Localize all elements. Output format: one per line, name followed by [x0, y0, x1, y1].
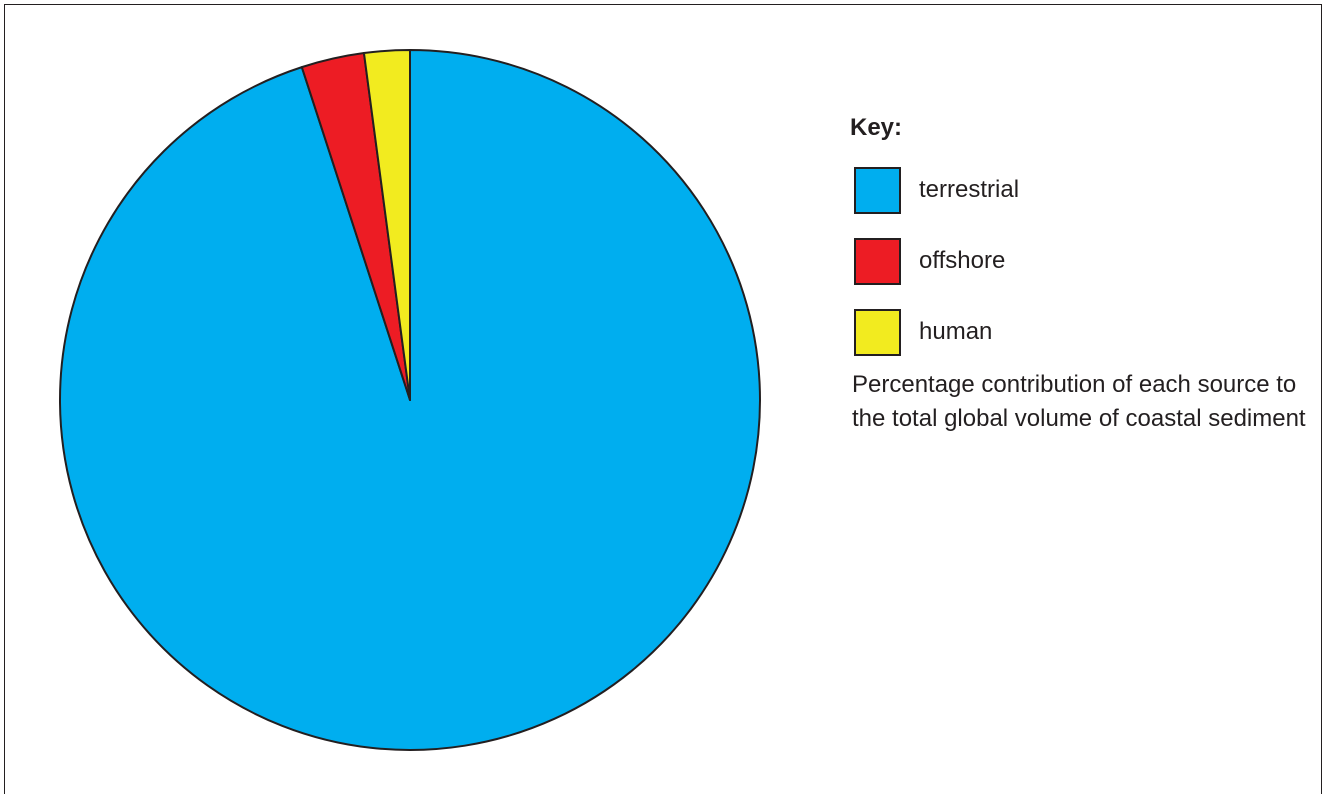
legend-item-offshore: offshore — [854, 236, 1005, 286]
legend-item-human: human — [854, 307, 992, 357]
legend-swatch-human — [854, 308, 901, 356]
chart-caption: Percentage contribution of each source t… — [852, 371, 1306, 432]
pie-slice-human — [362, 49, 411, 401]
legend-label-human: human — [919, 318, 993, 345]
legend-label-terrestrial: terrestrial — [919, 176, 1020, 203]
legend-swatch-terrestrial — [854, 166, 901, 214]
legend-label-offshore: offshore — [919, 247, 1006, 274]
legend-item-terrestrial: terrestrial — [854, 165, 1019, 215]
figure-frame — [4, 4, 1322, 794]
legend-title: Key: — [850, 114, 903, 141]
legend-swatch-offshore — [854, 237, 901, 285]
